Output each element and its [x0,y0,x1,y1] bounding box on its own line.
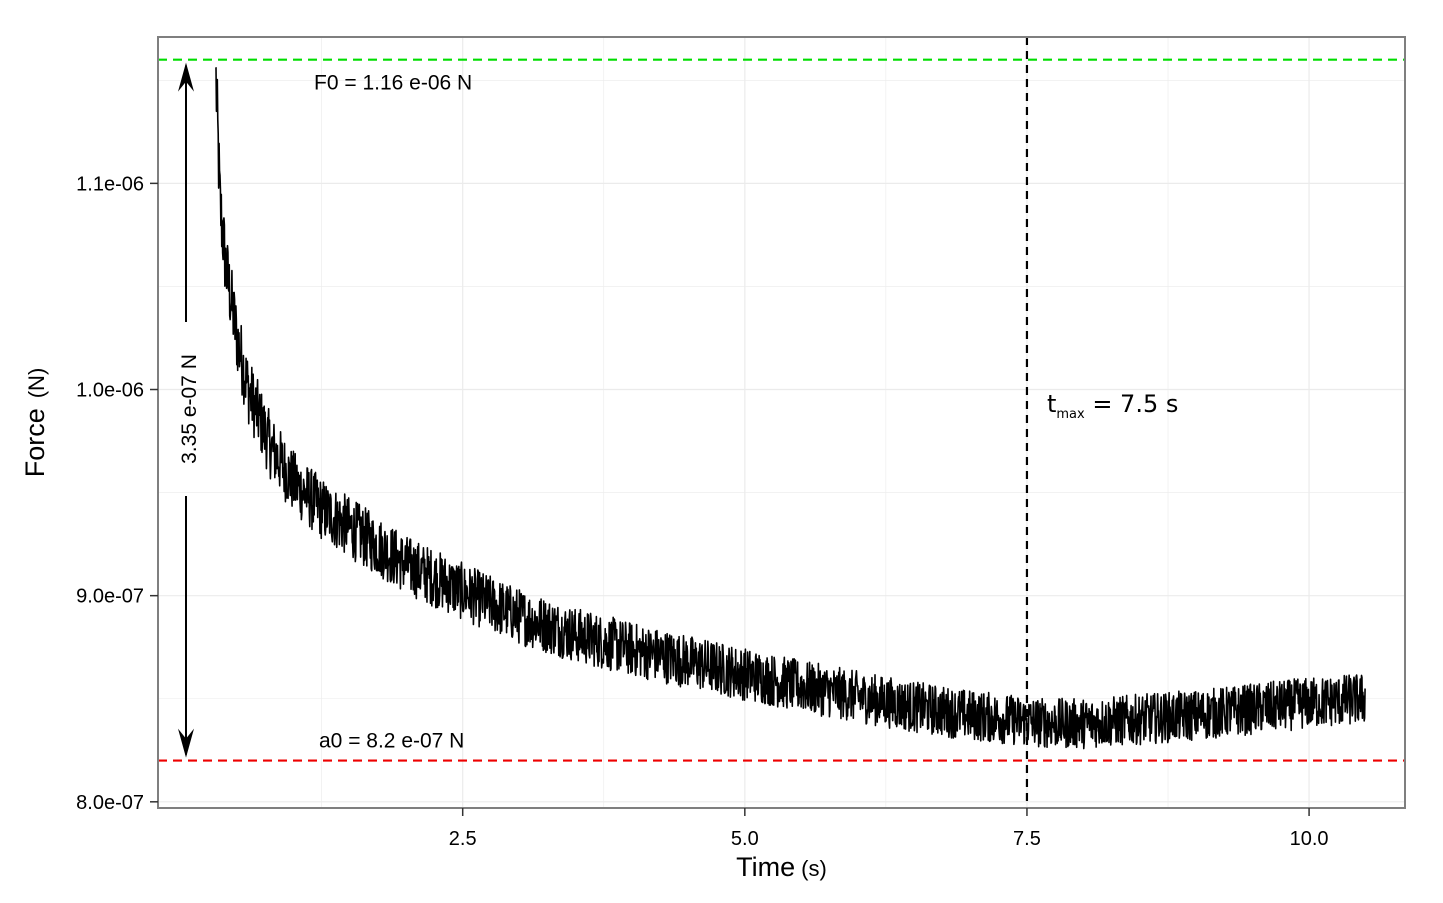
delta-annotation: 3.35 e-07 N [178,354,201,464]
x-axis-unit: (s) [801,856,827,881]
x-tick-label: 2.5 [449,828,477,850]
y-tick-label: 9.0e-07 [76,586,144,608]
range-arrow-head-up [178,62,194,92]
y-axis-label: Force [20,408,50,477]
x-tick-label: 7.5 [1013,828,1041,850]
tmax-annotation: tmax = 7.5 s [1047,390,1178,422]
series [215,67,1366,750]
x-axis-label: Time [736,852,795,882]
panel-border [157,36,1406,809]
y-axis-unit: (N) [24,368,49,399]
force-trace [215,67,1366,750]
f0-annotation: F0 = 1.16 e-06 N [314,72,472,95]
tmax-value: = 7.5 s [1085,390,1179,418]
tmax-subscript: max [1056,407,1085,422]
reference-lines [158,37,1405,808]
y-tick-label: 8.0e-07 [76,792,144,814]
x-tick-label: 5.0 [731,828,759,850]
range-arrow-head-down [178,728,194,758]
x-axis-title: Time (s) [736,852,827,882]
y-axis-title: Force (N) [20,368,50,478]
range-arrow [178,62,194,758]
a0-annotation: a0 = 8.2 e-07 N [319,730,464,753]
y-tick-label: 1.1e-06 [76,173,144,195]
axes: 2.5 5.0 7.5 10.0 8.0e-07 9.0e-07 1.0e-06 1.1e-0… [76,173,1328,850]
tmax-base: t [1047,390,1056,418]
y-tick-label: 1.0e-06 [76,380,144,402]
x-tick-label: 10.0 [1290,828,1329,850]
